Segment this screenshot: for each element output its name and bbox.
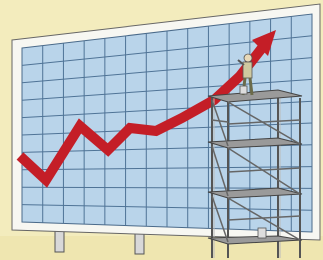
illustration <box>0 0 323 260</box>
paint-can <box>240 86 247 94</box>
paint-can <box>258 228 266 238</box>
painter-head <box>244 54 252 62</box>
page: {} <box>0 0 323 260</box>
painter-leg <box>250 78 252 95</box>
